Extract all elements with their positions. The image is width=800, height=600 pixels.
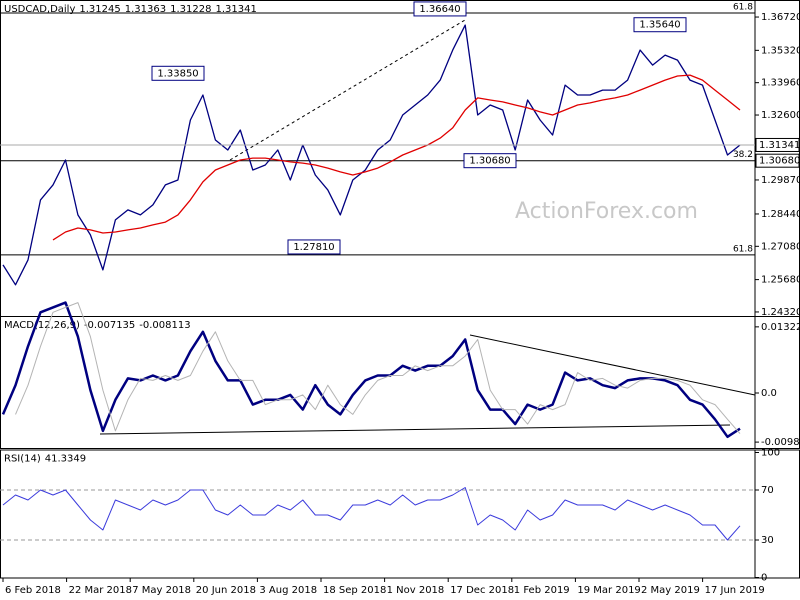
x-tick-label: 22 Mar 2018 bbox=[69, 585, 132, 596]
x-tick-label: 3 Aug 2018 bbox=[259, 585, 317, 596]
y-tick-label: 1.33960 bbox=[761, 78, 800, 89]
panel-title: RSI(14) 41.3349 bbox=[4, 454, 86, 465]
y-tick-label: 1.27080 bbox=[761, 241, 800, 252]
x-tick-label: 6 Feb 2018 bbox=[5, 585, 61, 596]
y-tick-label: 70 bbox=[761, 485, 774, 496]
x-tick-label: 18 Sep 2018 bbox=[323, 585, 386, 596]
trend-line bbox=[99, 424, 731, 435]
quote-value: -0.008113 bbox=[139, 320, 190, 331]
annotation-box bbox=[633, 17, 687, 33]
quote-value: -0.007135 bbox=[84, 320, 135, 331]
y-tick-label: 1.28440 bbox=[761, 209, 800, 220]
y-tick-label: 1.25680 bbox=[761, 275, 800, 286]
y-tick-label: 0.013229 bbox=[761, 322, 800, 333]
annotation-label: 1.30680 bbox=[469, 156, 510, 167]
x-tick-label: 17 Jun 2019 bbox=[705, 585, 765, 596]
annotation-box bbox=[151, 65, 205, 81]
y-tick-label: 0.0 bbox=[761, 388, 777, 399]
y-tick-label: 1.24320 bbox=[761, 307, 800, 318]
series-line bbox=[1, 301, 741, 439]
x-tick-label: 19 Mar 2019 bbox=[577, 585, 640, 596]
quote-value: 41.3349 bbox=[45, 454, 86, 465]
trend-line bbox=[469, 334, 756, 396]
x-tick-label: 1 Nov 2018 bbox=[387, 585, 445, 596]
annotation-box bbox=[413, 1, 467, 17]
annotation-box bbox=[287, 239, 341, 255]
series-line bbox=[2, 24, 741, 286]
fib-label: 38.2 bbox=[733, 150, 753, 160]
annotation-label: 1.35640 bbox=[639, 20, 680, 31]
fib-label: 61.8 bbox=[733, 2, 753, 12]
quote-value: 1.31363 bbox=[125, 4, 166, 15]
series-line bbox=[52, 74, 741, 241]
y-tick-label: -0.00982 bbox=[761, 437, 800, 448]
price-box bbox=[755, 153, 800, 168]
x-tick-label: 7 May 2018 bbox=[132, 585, 191, 596]
price-box bbox=[755, 137, 800, 152]
annotation-label: 1.33850 bbox=[157, 68, 198, 79]
quote-value: 1.31245 bbox=[79, 4, 120, 15]
x-tick-label: 20 Jun 2018 bbox=[196, 585, 256, 596]
y-tick-label: 100 bbox=[761, 448, 780, 459]
panel-title: USDCAD,Daily 1.31245 1.31363 1.31228 1.31341 bbox=[4, 4, 257, 15]
y-tick-label: 0 bbox=[761, 573, 767, 584]
quote-value: 1.31228 bbox=[170, 4, 211, 15]
y-tick-label: 1.35320 bbox=[761, 45, 800, 56]
fib-label: 61.8 bbox=[733, 244, 753, 254]
y-tick-label: 30 bbox=[761, 535, 774, 546]
y-tick-label: 1.29870 bbox=[761, 175, 800, 186]
watermark: ActionForex.com bbox=[515, 199, 698, 224]
price-box-label: 1.31341 bbox=[759, 140, 800, 151]
y-tick-label: 1.36720 bbox=[761, 12, 800, 23]
annotation-label: 1.27810 bbox=[293, 242, 334, 253]
quote-value: 1.31341 bbox=[215, 4, 256, 15]
y-tick-label: 1.32600 bbox=[761, 110, 800, 121]
x-tick-label: 2 May 2019 bbox=[641, 585, 700, 596]
price-box-label: 1.30680 bbox=[759, 156, 800, 167]
series-line bbox=[2, 487, 741, 541]
x-tick-label: 17 Dec 2018 bbox=[450, 585, 514, 596]
annotation-label: 1.36640 bbox=[419, 4, 460, 15]
x-tick-label: 1 Feb 2019 bbox=[514, 585, 570, 596]
annotation-box bbox=[463, 153, 517, 169]
panel-title: MACD(12,26,9) -0.007135 -0.008113 bbox=[4, 320, 191, 331]
series-line bbox=[15, 302, 741, 434]
